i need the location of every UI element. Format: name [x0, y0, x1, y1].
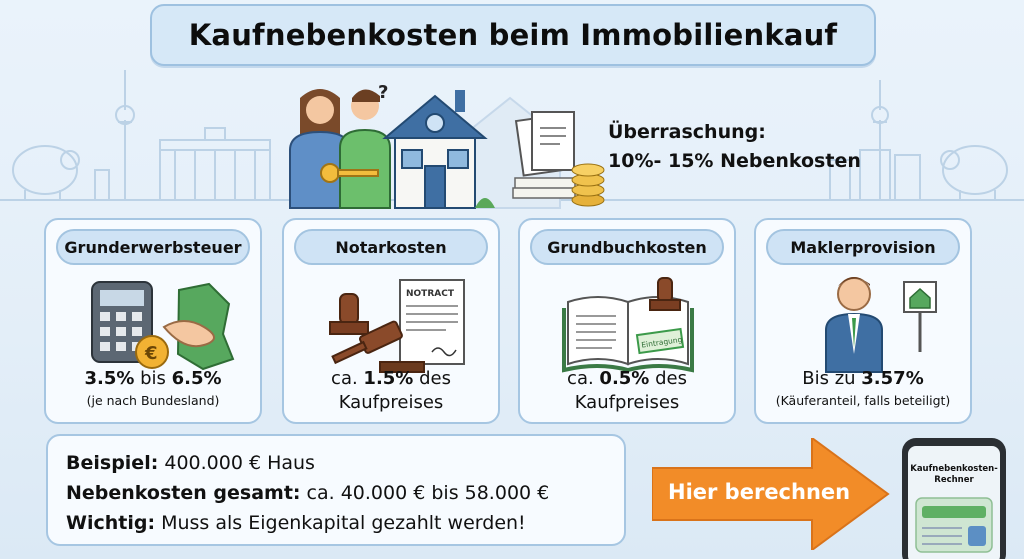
- calculator-icon: €: [91, 281, 235, 371]
- phone-title-line2: Rechner: [934, 475, 974, 485]
- phone-title-line1: Kaufnebenkosten-: [910, 464, 998, 474]
- calculate-label[interactable]: Hier berechnen: [668, 480, 851, 504]
- important-line: Wichtig: Muss als Eigenkapital gezahlt w…: [66, 512, 526, 534]
- documents-coins-icon: [512, 111, 605, 207]
- example-line: Beispiel: 400.000 € Haus: [66, 452, 315, 474]
- card-note: (Käuferanteil, falls beteiligt): [775, 393, 951, 408]
- page-title: Kaufnebenkosten beim Immobilienkauf: [188, 18, 838, 52]
- card-grundbuchkosten: Grundbuchkosten Eintragung ca. 0.5% des …: [518, 218, 736, 424]
- smartphone-calculator-icon: Kaufnebenkosten- Rechner: [902, 438, 1006, 559]
- card-title: Grundbuchkosten: [530, 229, 724, 265]
- calculate-arrow-button[interactable]: [652, 438, 892, 550]
- card-maklerprovision: Maklerprovision Bis zu 3.57% (Käuferante…: [754, 218, 972, 424]
- handshake-icon: [162, 320, 215, 348]
- germany-map-icon: [176, 282, 235, 371]
- land-register-book-icon: Eintragung: [562, 277, 694, 373]
- surprise-note: Überraschung: 10%- 15% Nebenkosten: [608, 118, 861, 176]
- real-estate-agent-icon: [825, 277, 937, 373]
- woman-figure: [289, 89, 351, 209]
- card-title: Notarkosten: [294, 229, 488, 265]
- house-icon: [382, 90, 495, 209]
- card-value: ca. 1.5% des Kaufpreises: [331, 368, 451, 413]
- card-value: Bis zu 3.57% (Käuferanteil, falls beteil…: [756, 367, 970, 411]
- card-notarkosten: Notarkosten NOTRACT ca. 1.5% des Kaufpre…: [282, 218, 500, 424]
- card-value: 3.5% bis 6.5% (je nach Bundesland): [46, 367, 260, 411]
- key-icon: [320, 163, 379, 183]
- title-banner: Kaufnebenkosten beim Immobilienkauf: [150, 4, 876, 66]
- gavel-icon: [331, 320, 403, 365]
- card-note: (je nach Bundesland): [86, 393, 220, 408]
- total-costs-line: Nebenkosten gesamt: ca. 40.000 € bis 58.…: [66, 482, 550, 504]
- card-title: Maklerprovision: [766, 229, 960, 265]
- example-box: Beispiel: 400.000 € Haus Nebenkosten ges…: [46, 434, 626, 546]
- contract-label: NOTRACT: [406, 289, 455, 299]
- city-skyline-illustration: [0, 70, 1024, 201]
- surprise-line2: 10%- 15% Nebenkosten: [608, 150, 861, 172]
- svg-text:€: €: [144, 343, 158, 364]
- couple-house-illustration: ?: [289, 82, 605, 209]
- card-value: ca. 0.5% des Kaufpreises: [567, 368, 687, 413]
- surprise-line1: Überraschung:: [608, 121, 766, 143]
- card-grunderwerbsteuer: Grunderwerbsteuer € 3.5% bis 6.5% (je na…: [44, 218, 262, 424]
- stamp-gavel-icon: NOTRACT: [329, 279, 465, 373]
- question-mark: ?: [378, 82, 388, 103]
- man-figure: ?: [339, 82, 391, 209]
- card-title: Grunderwerbsteuer: [56, 229, 250, 265]
